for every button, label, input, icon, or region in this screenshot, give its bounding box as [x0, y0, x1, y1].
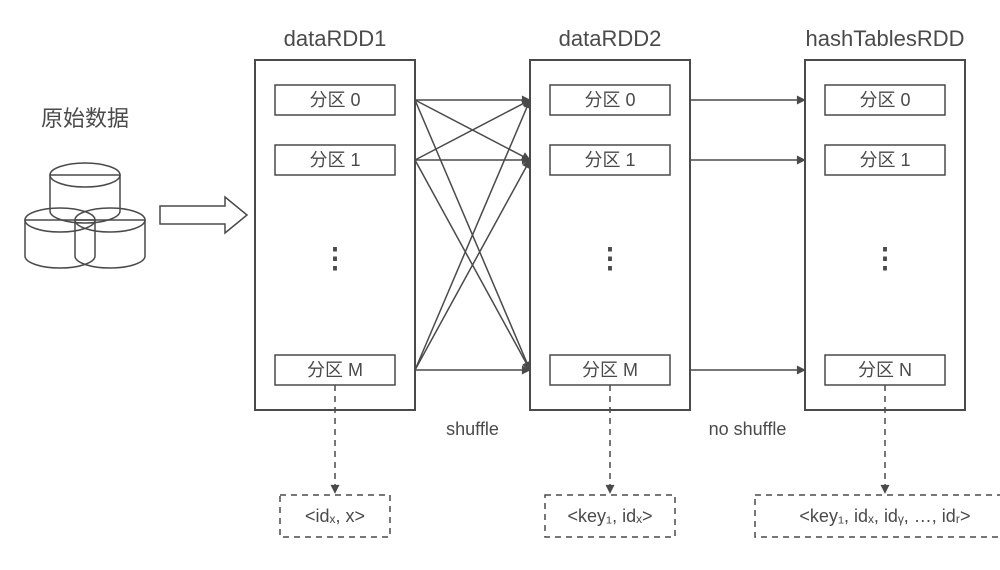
transition-label: no shuffle — [709, 419, 787, 439]
db-disk — [75, 220, 145, 268]
partition-label: 分区 1 — [309, 150, 360, 170]
rdd-title: dataRDD2 — [559, 26, 662, 51]
partition-label: 分区 N — [858, 360, 912, 380]
db-disk — [50, 175, 120, 223]
detail-text: <key₁, idₓ> — [567, 506, 652, 526]
raw-data-label: 原始数据 — [41, 106, 129, 131]
partition-label: 分区 1 — [584, 150, 635, 170]
vertical-dots-icon: ⋮ — [321, 242, 349, 273]
partition-label: 分区 0 — [309, 90, 360, 110]
detail-text: <key₁, idₓ, idᵧ, …, idᵣ> — [799, 506, 970, 526]
rdd-container — [805, 60, 965, 410]
rdd-title: dataRDD1 — [284, 26, 387, 51]
partition-label: 分区 0 — [859, 90, 910, 110]
transition-label: shuffle — [446, 419, 499, 439]
vertical-dots-icon: ⋮ — [596, 242, 624, 273]
load-arrow — [160, 197, 247, 233]
partition-label: 分区 0 — [584, 90, 635, 110]
rdd-container — [255, 60, 415, 410]
detail-text: <idₓ, x> — [305, 506, 365, 526]
rdd-container — [530, 60, 690, 410]
vertical-dots-icon: ⋮ — [871, 242, 899, 273]
partition-label: 分区 1 — [859, 150, 910, 170]
partition-label: 分区 M — [307, 360, 363, 380]
db-disk — [25, 220, 95, 268]
rdd-title: hashTablesRDD — [806, 26, 965, 51]
partition-label: 分区 M — [582, 360, 638, 380]
